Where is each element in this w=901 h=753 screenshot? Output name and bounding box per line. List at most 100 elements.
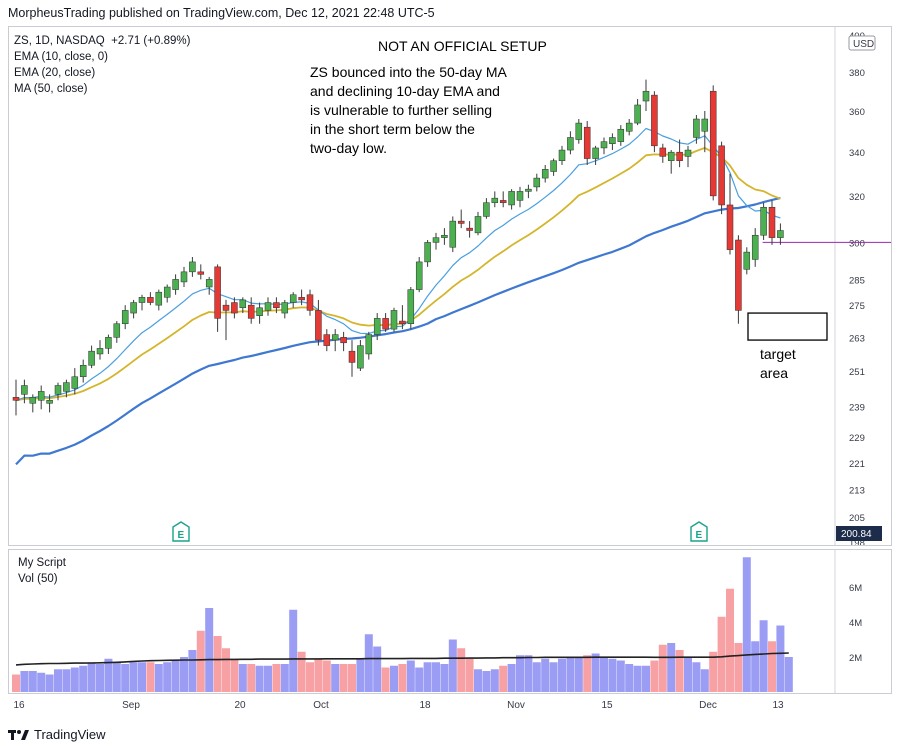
candle-body [399, 320, 406, 324]
earnings-marker-label: E [178, 530, 185, 541]
volume-bar [642, 665, 650, 692]
price-tick-label: 251 [849, 367, 865, 378]
candle-body [415, 261, 423, 290]
candle-body [281, 302, 289, 314]
candle [105, 334, 112, 354]
volume-bar [247, 664, 256, 692]
candle [222, 299, 230, 341]
candle-body [533, 177, 541, 188]
time-tick-label: 15 [601, 700, 613, 711]
candle-body [37, 391, 45, 401]
candle [642, 79, 650, 111]
volume-bar [213, 636, 222, 692]
ema20-line [15, 147, 781, 402]
candle [726, 173, 734, 255]
candle [592, 145, 599, 166]
price-tick-label: 205 [849, 513, 865, 524]
volume-bar [658, 644, 667, 692]
volume-bar [154, 664, 163, 692]
candle [163, 284, 171, 303]
volume-bar [541, 658, 550, 692]
volume-bar [373, 646, 382, 692]
volume-bar [96, 664, 104, 692]
candle [499, 191, 507, 208]
candle-body [105, 337, 112, 349]
volume-bar [406, 660, 415, 692]
volume-bar [314, 658, 323, 692]
candle [491, 191, 499, 208]
volume-bar [474, 669, 482, 692]
candle [247, 297, 255, 324]
price-chart[interactable]: 4003803603403203002852752632512392292212… [9, 27, 891, 549]
candle-body [743, 251, 751, 270]
script-name[interactable]: My Script [18, 557, 66, 569]
candle-body [659, 147, 667, 157]
earnings-marker-icon[interactable]: E [690, 521, 708, 542]
volume-bar [457, 648, 466, 692]
target-label: target area [760, 345, 796, 383]
candle [415, 256, 423, 293]
volume-bar [709, 651, 718, 692]
volume-bar [700, 669, 709, 692]
volume-bar [331, 664, 340, 692]
volume-bar [465, 658, 474, 692]
volume-bar [45, 674, 54, 692]
candle [147, 292, 154, 306]
candle-body [575, 122, 583, 140]
volume-chart[interactable]: 6M 4M 2M [9, 550, 891, 693]
volume-bar [675, 650, 684, 692]
candle [575, 119, 583, 144]
volume-bar [264, 665, 272, 692]
candle-body [525, 188, 532, 192]
candle-body [768, 206, 776, 238]
candle-body [306, 294, 314, 311]
last-price-tag [836, 526, 882, 541]
candle-body [718, 145, 725, 206]
volume-bar [356, 658, 365, 692]
candle [558, 145, 566, 166]
candle [96, 340, 104, 360]
candle [264, 297, 272, 316]
time-tick-label: Sep [122, 700, 140, 711]
volume-bar [784, 657, 793, 692]
price-tick-label: 340 [849, 148, 865, 159]
candle [684, 145, 692, 168]
legend-ema20[interactable]: EMA (20, close) [14, 67, 96, 79]
legend-ma50[interactable]: MA (50, close) [14, 83, 88, 95]
time-tick-label: 13 [772, 700, 784, 711]
candle [189, 256, 196, 277]
vol-label[interactable]: Vol (50) [18, 573, 58, 585]
volume-bar [390, 665, 398, 692]
candle-body [382, 318, 389, 330]
volume-bar [280, 664, 289, 692]
candle [550, 158, 557, 176]
price-pane[interactable]: 4003803603403203002852752632512392292212… [8, 26, 892, 549]
candle-body [172, 279, 179, 290]
candle-body [71, 376, 79, 389]
volume-bar [79, 665, 88, 692]
candle-body [441, 234, 448, 238]
candle-body [113, 323, 121, 338]
candle-body [180, 271, 188, 283]
symbol-line[interactable]: ZS, 1D, NASDAQ +2.71 (+0.89%) [14, 33, 190, 49]
volume-pane[interactable]: 6M 4M 2M My Script Vol (50) [8, 549, 892, 694]
time-axis[interactable]: 16 Sep 20 Oct 18 Nov 15 Dec 13 [0, 694, 901, 718]
candle [12, 379, 20, 416]
volume-bar [129, 662, 138, 692]
candle-body [205, 279, 213, 288]
volume-bar [188, 650, 197, 692]
candle [676, 139, 683, 168]
candle [474, 211, 482, 236]
earnings-marker-icon[interactable]: E [172, 521, 190, 542]
volume-average-line [15, 652, 789, 666]
candle [289, 292, 297, 308]
legend-ema10[interactable]: EMA (10, close, 0) [14, 51, 108, 63]
footer-brand[interactable]: TradingView [34, 727, 106, 742]
candle [79, 359, 87, 383]
time-tick-label: 20 [234, 700, 246, 711]
time-tick-label: Dec [699, 700, 717, 711]
volume-bar [566, 657, 575, 692]
volume-bar [196, 630, 205, 692]
candle [273, 297, 280, 314]
volume-bar [28, 671, 37, 692]
